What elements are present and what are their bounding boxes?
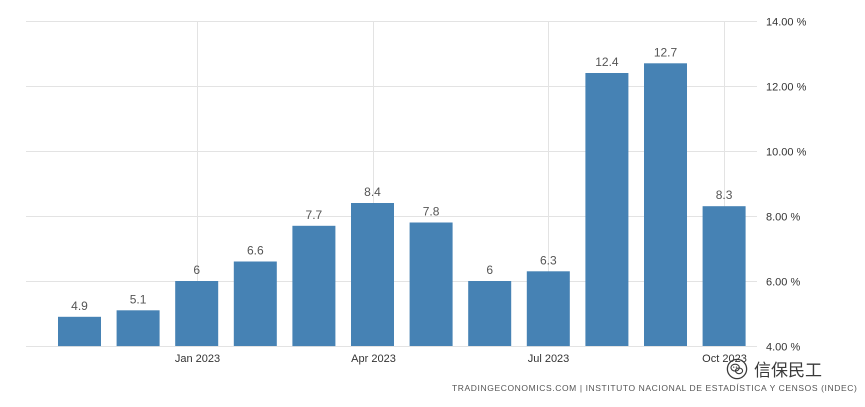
bar-value-label: 12.7	[654, 45, 678, 59]
bar	[585, 73, 629, 346]
x-tick-label: Apr 2023	[351, 353, 396, 365]
bar	[409, 222, 453, 346]
bar	[175, 281, 219, 346]
x-axis-ticks: Jan 2023 Apr 2023 Jul 2023 Oct 2023	[175, 353, 747, 365]
x-tick-label: Jan 2023	[175, 353, 220, 365]
bar-value-label: 7.8	[423, 205, 440, 219]
y-tick-label: 10.00 %	[766, 147, 807, 159]
y-tick-label: 12.00 %	[766, 82, 807, 94]
y-tick-label: 6.00 %	[766, 277, 800, 289]
bar	[702, 206, 746, 346]
bar-value-label: 6.6	[247, 244, 264, 258]
watermark: 信保民工	[726, 356, 822, 381]
bar-value-labels: 4.9 5.1 6 6.6 7.7 8.4 7.8 6 6.3 12.4 12.7 8.3	[71, 45, 733, 313]
bar-value-label: 6	[193, 263, 200, 277]
x-tick-label: Oct 2023	[702, 353, 747, 365]
x-tick-label: Jul 2023	[528, 353, 570, 365]
bar-value-label: 5.1	[130, 292, 147, 306]
bar-value-label: 8.4	[364, 185, 381, 199]
bar-value-label: 4.9	[71, 299, 88, 313]
bar	[233, 261, 277, 346]
bar	[526, 271, 570, 347]
bar-value-label: 7.7	[306, 208, 323, 222]
y-axis-ticks: 4.00 % 6.00 % 8.00 % 10.00 % 12.00 % 14.00 %	[766, 17, 807, 354]
bar-value-label: 8.3	[716, 188, 733, 202]
y-tick-label: 8.00 %	[766, 212, 800, 224]
wechat-icon	[726, 358, 748, 379]
bar	[58, 316, 101, 347]
watermark-text: 信保民工	[754, 361, 822, 381]
bar-value-label: 6.3	[540, 253, 557, 267]
bar	[116, 310, 160, 347]
bar	[292, 225, 336, 347]
bars	[58, 63, 746, 347]
bar	[351, 203, 394, 346]
y-tick-label: 14.00 %	[766, 17, 807, 29]
y-tick-label: 4.00 %	[766, 342, 800, 354]
bar-value-label: 6	[486, 263, 493, 277]
bar	[644, 63, 687, 347]
bar	[468, 281, 512, 346]
source-credit: TRADINGECONOMICS.COM | INSTITUTO NACIONA…	[452, 383, 858, 393]
bar-value-label: 12.4	[595, 55, 619, 69]
